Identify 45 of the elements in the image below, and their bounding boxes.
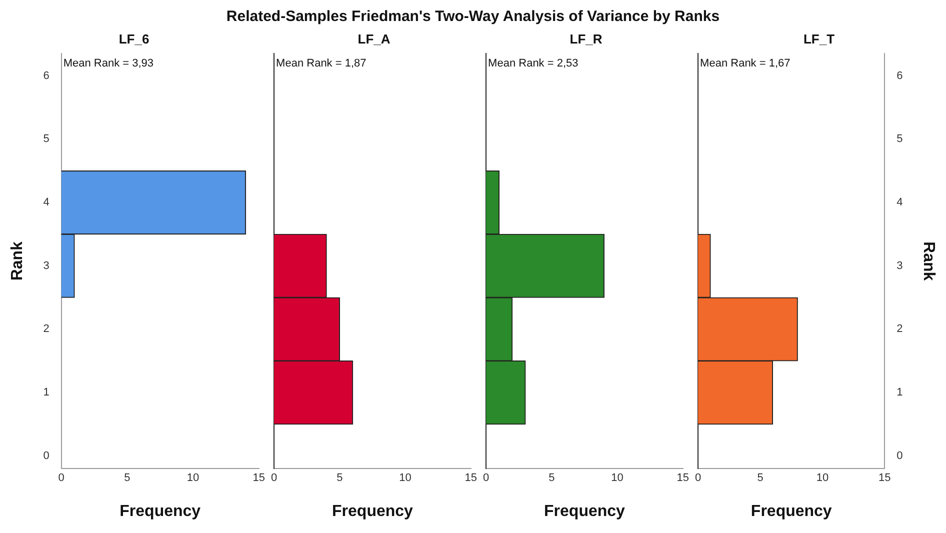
y-axis-title: Rank bbox=[9, 241, 26, 281]
x-tick-label: 15 bbox=[464, 472, 478, 484]
x-tick-label: 10 bbox=[186, 472, 200, 484]
x-tick-label: 0 bbox=[482, 472, 490, 484]
x-tick-label: 5 bbox=[124, 472, 130, 484]
x-axis-title: Frequency bbox=[750, 502, 832, 520]
x-tick-label: 15 bbox=[878, 472, 891, 484]
x-tick-label: 10 bbox=[611, 472, 624, 484]
x-tick-label: 0 bbox=[58, 472, 64, 484]
chart-subtitle: LF_R bbox=[570, 31, 603, 46]
x-tick-label: 10 bbox=[816, 472, 829, 484]
y-tick-label: 0 bbox=[43, 450, 50, 462]
y-tick-label: 1 bbox=[43, 386, 50, 399]
x-tick-label: 5 bbox=[548, 472, 555, 484]
annotation: Mean Rank = 3,93 bbox=[63, 58, 154, 70]
x-tick-label: 15 bbox=[252, 472, 266, 484]
annotation: Mean Rank = 1,67 bbox=[700, 58, 790, 70]
y-tick-label: 4 bbox=[896, 196, 903, 209]
y-tick-label: 2 bbox=[896, 323, 903, 336]
annotation: Mean Rank = 2,53 bbox=[488, 58, 578, 70]
y-tick-label: 6 bbox=[43, 70, 50, 82]
y-tick-label: 2 bbox=[43, 323, 50, 336]
y-tick-label: 0 bbox=[896, 450, 903, 462]
y-tick-label: 5 bbox=[43, 133, 50, 146]
x-axis-title: Frequency bbox=[544, 502, 626, 520]
x-tick-label: 5 bbox=[757, 472, 764, 484]
chart-subtitle: LF_A bbox=[358, 31, 391, 46]
text: Related-Samples Friedman's Two-Way Analysis of Variance by Ranks bbox=[225, 8, 721, 25]
y-tick-label: 5 bbox=[896, 133, 903, 146]
y-tick-label: 3 bbox=[43, 260, 50, 272]
annotation: Mean Rank = 1,87 bbox=[276, 58, 366, 70]
y-tick-label: 3 bbox=[896, 260, 903, 272]
x-axis-title: Frequency bbox=[332, 502, 414, 520]
x-tick-label: 10 bbox=[399, 472, 412, 484]
x-tick-label: 15 bbox=[676, 472, 690, 484]
x-tick-label: 0 bbox=[270, 472, 278, 484]
y-tick-label: 4 bbox=[43, 196, 50, 209]
x-tick-label: 0 bbox=[694, 472, 702, 484]
y-axis-title: Rank bbox=[920, 242, 937, 281]
chart-subtitle: LF_T bbox=[803, 31, 835, 46]
x-axis-title: Frequency bbox=[120, 502, 201, 520]
y-tick-label: 1 bbox=[896, 386, 903, 399]
y-tick-label: 6 bbox=[896, 70, 903, 82]
chart-subtitle: LF_6 bbox=[118, 31, 150, 46]
x-tick-label: 5 bbox=[336, 472, 343, 484]
